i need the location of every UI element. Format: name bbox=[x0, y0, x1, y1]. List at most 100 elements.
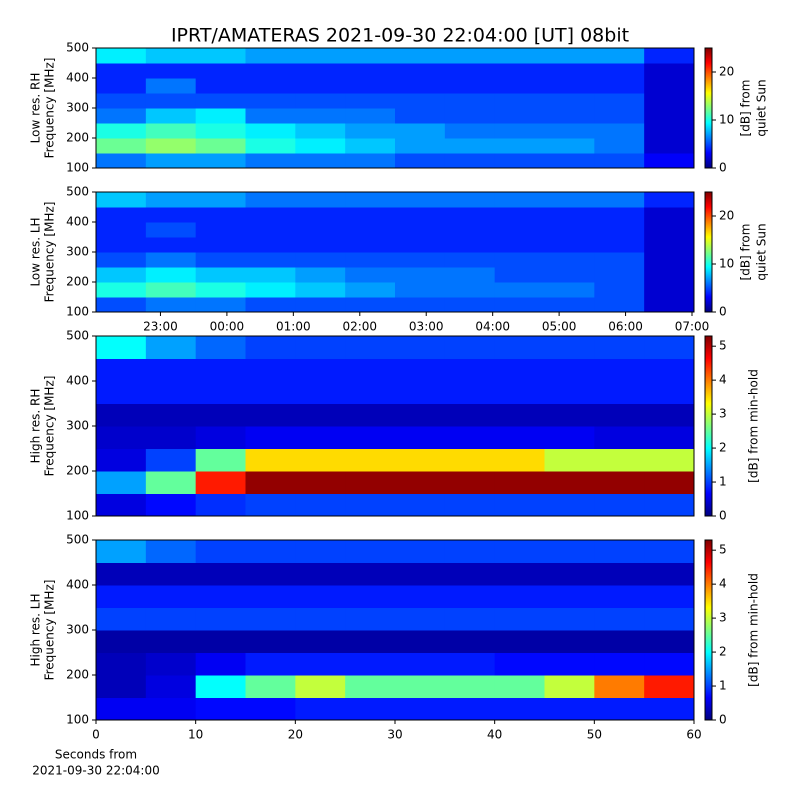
heatmap-cell bbox=[195, 48, 246, 64]
heatmap-cell bbox=[145, 222, 197, 238]
heatmap-cell bbox=[145, 207, 197, 223]
heatmap-cell bbox=[96, 652, 147, 676]
heatmap-cell bbox=[295, 108, 346, 124]
heatmap-cell bbox=[195, 403, 246, 427]
heatmap-cell bbox=[494, 426, 545, 449]
heatmap-cell bbox=[195, 252, 246, 268]
heatmap-cell bbox=[345, 237, 396, 253]
heatmap-cell bbox=[195, 267, 246, 283]
heatmap-cell bbox=[345, 426, 396, 449]
heatmap-cell bbox=[96, 381, 147, 404]
heatmap-cell bbox=[644, 267, 695, 283]
colorbar-tick-label: 5 bbox=[719, 543, 727, 557]
heatmap-cell bbox=[145, 336, 197, 359]
heatmap-cell bbox=[195, 297, 246, 313]
heatmap-cell bbox=[594, 381, 645, 404]
colorbar-tick-label: 2 bbox=[719, 645, 727, 659]
heatmap-cell bbox=[245, 585, 296, 608]
heatmap-cell bbox=[544, 585, 595, 608]
heatmap-cell bbox=[444, 222, 496, 238]
heatmap-cell bbox=[395, 252, 446, 268]
heatmap-cell bbox=[245, 48, 296, 64]
heatmap-cell bbox=[345, 267, 396, 283]
heatmap-cell bbox=[195, 652, 246, 676]
heatmap-cell bbox=[145, 607, 197, 631]
heatmap-cell bbox=[195, 697, 246, 721]
heatmap-cell bbox=[245, 675, 296, 698]
heatmap-cell bbox=[145, 192, 197, 208]
heatmap-cell bbox=[644, 426, 695, 449]
heatmap-cell bbox=[644, 153, 695, 169]
heatmap-cell bbox=[494, 381, 545, 404]
heatmap-cell bbox=[594, 358, 645, 382]
heatmap-cell bbox=[395, 358, 446, 382]
heatmap-cell bbox=[96, 540, 147, 563]
colorbar-tick-label: 10 bbox=[719, 257, 734, 271]
figure-title: IPRT/AMATERAS 2021-09-30 22:04:00 [UT] 0… bbox=[171, 25, 629, 47]
y-tick-label: 400 bbox=[66, 374, 89, 388]
heatmap-cell bbox=[96, 48, 147, 64]
heatmap-cell bbox=[195, 108, 246, 124]
heatmap-cell bbox=[345, 48, 396, 64]
colorbar-tick-label: 20 bbox=[719, 209, 734, 223]
heatmap-cell bbox=[494, 403, 545, 427]
colorbar-tick-label: 1 bbox=[719, 679, 727, 693]
heatmap-cell bbox=[295, 192, 346, 208]
colorbar-tick-label: 3 bbox=[719, 611, 727, 625]
heatmap-cell bbox=[444, 297, 496, 313]
heatmap-cell bbox=[145, 138, 197, 154]
heatmap-cell bbox=[96, 237, 147, 253]
heatmap-cell bbox=[494, 607, 545, 631]
heatmap-cell bbox=[145, 403, 197, 427]
heatmap-cell bbox=[594, 297, 645, 313]
x-tick-label: 30 bbox=[387, 728, 402, 742]
heatmap-cell bbox=[195, 426, 246, 449]
heatmap-cell bbox=[444, 153, 496, 169]
heatmap-cell bbox=[145, 585, 197, 608]
heatmap-cell bbox=[96, 471, 147, 494]
heatmap-cell bbox=[395, 207, 446, 223]
heatmap-cell bbox=[96, 562, 147, 586]
colorbar-label: [dB] from bbox=[739, 224, 753, 281]
heatmap-cell bbox=[444, 697, 496, 721]
heatmap-cell bbox=[345, 562, 396, 586]
heatmap-cell bbox=[544, 426, 595, 449]
heatmap-cell bbox=[444, 192, 496, 208]
heatmap-cell bbox=[444, 471, 496, 494]
heatmap-cell bbox=[195, 63, 246, 79]
colorbar bbox=[704, 47, 713, 169]
heatmap-cell bbox=[96, 493, 147, 517]
heatmap-cell bbox=[544, 237, 595, 253]
heatmap-cell bbox=[444, 381, 496, 404]
heatmap-cell bbox=[544, 48, 595, 64]
y-tick-label: 500 bbox=[66, 185, 89, 199]
heatmap-cell bbox=[345, 207, 396, 223]
heatmap-cell bbox=[245, 336, 296, 359]
x-tick-label: 20 bbox=[288, 728, 303, 742]
heatmap-cell bbox=[644, 630, 695, 653]
heatmap-cell bbox=[494, 252, 545, 268]
heatmap-cell bbox=[494, 471, 545, 494]
heatmap-cell bbox=[295, 630, 346, 653]
heatmap-cell bbox=[195, 448, 246, 472]
heatmap-cell bbox=[594, 630, 645, 653]
heatmap-cell bbox=[544, 652, 595, 676]
heatmap-cell bbox=[295, 237, 346, 253]
y-tick-label: 200 bbox=[66, 275, 89, 289]
y-axis-label: Low res. RH bbox=[29, 73, 43, 144]
heatmap-cell bbox=[444, 403, 496, 427]
heatmap-cell bbox=[494, 93, 545, 109]
heatmap-cell bbox=[544, 540, 595, 563]
heatmap-cell bbox=[544, 138, 595, 154]
heatmap-cell bbox=[444, 252, 496, 268]
y-tick-label: 500 bbox=[66, 41, 89, 55]
heatmap-cell bbox=[345, 448, 396, 472]
heatmap-cell bbox=[195, 336, 246, 359]
heatmap-cell bbox=[594, 222, 645, 238]
heatmap-cell bbox=[644, 675, 695, 698]
heatmap-cell bbox=[494, 267, 545, 283]
heatmap-cell bbox=[644, 562, 695, 586]
heatmap-cell bbox=[395, 63, 446, 79]
heatmap-cell bbox=[245, 607, 296, 631]
heatmap-cell bbox=[295, 426, 346, 449]
